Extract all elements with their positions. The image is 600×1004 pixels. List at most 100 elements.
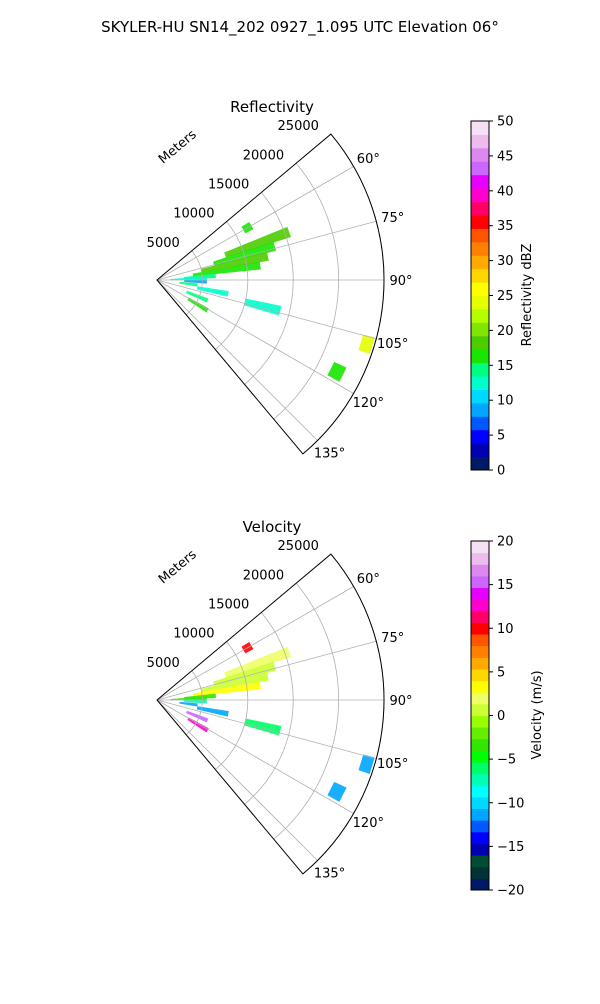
- colorbar-tick-label: 20: [497, 535, 514, 550]
- colorbar-swatch: [471, 796, 489, 810]
- colorbar-tick-label: 30: [497, 254, 514, 269]
- colorbar-tick-label: 50: [497, 115, 514, 130]
- colorbar-swatch: [471, 268, 489, 283]
- colorbar-swatch: [471, 389, 489, 404]
- radial-tick-label: 15000: [208, 177, 249, 192]
- angle-tick-label: 60°: [357, 152, 380, 167]
- colorbar-tick-label: 0: [497, 709, 505, 724]
- colorbar-swatch: [471, 610, 489, 623]
- angle-tick-label: 105°: [377, 337, 408, 352]
- reflectivity-colorbar: 0 5 10 15 20 25 30 35 40 45 50 Reflectivity dBZ: [470, 115, 535, 479]
- colorbar-swatch: [471, 692, 489, 705]
- echo-region: [184, 279, 207, 284]
- colorbar-swatch: [471, 645, 489, 658]
- colorbar-tick-label: 15: [497, 578, 514, 593]
- echo-region: [244, 718, 282, 736]
- angle-tick-label: 90°: [390, 274, 413, 289]
- colorbar-swatch: [471, 808, 489, 821]
- colorbar-swatch: [471, 416, 489, 431]
- colorbar-swatch: [471, 715, 489, 728]
- reflectivity-title: Reflectivity: [230, 98, 314, 116]
- angle-tick-label: 90°: [390, 694, 413, 709]
- colorbar-swatch: [471, 241, 489, 256]
- velocity-colorbar-ticks: −20 −15 −10 −5 0 5 10 15 20: [489, 535, 524, 899]
- azimuth-line: [156, 699, 354, 814]
- colorbar-swatch: [471, 443, 489, 458]
- colorbar-swatch: [471, 282, 489, 296]
- velocity-radial-ticks: 5000 10000 15000 20000 25000: [147, 539, 319, 671]
- velocity-colorbar: −20 −15 −10 −5 0 5 10 15 20 Velocity (m/s): [470, 535, 545, 899]
- echo-region: [196, 706, 229, 717]
- colorbar-swatch: [471, 255, 489, 270]
- colorbar-swatch: [471, 843, 489, 856]
- radial-tick-label: 5000: [147, 656, 180, 671]
- velocity-echoes: [170, 641, 375, 802]
- colorbar-swatch: [471, 349, 489, 364]
- colorbar-tick-label: 45: [497, 149, 514, 164]
- colorbar-swatch: [471, 308, 489, 323]
- echo-region: [201, 252, 269, 273]
- radial-tick-label: 10000: [173, 207, 214, 222]
- colorbar-swatch: [471, 750, 489, 763]
- colorbar-swatch: [471, 429, 489, 444]
- azimuth-line: [156, 279, 377, 340]
- colorbar-swatch: [471, 161, 489, 176]
- colorbar-swatch: [471, 773, 489, 786]
- colorbar-tick-label: −5: [497, 753, 516, 768]
- radial-tick-label: 10000: [173, 627, 214, 642]
- velocity-colorbar-label: Velocity (m/s): [530, 670, 545, 759]
- range-ring: [215, 641, 249, 770]
- radial-tick-label: 25000: [278, 539, 319, 554]
- velocity-colorbar-swatches: [471, 541, 489, 891]
- angle-tick-label: 120°: [353, 816, 384, 831]
- colorbar-tick-label: 25: [497, 289, 514, 304]
- colorbar-swatch: [471, 121, 489, 135]
- colorbar-tick-label: 10: [497, 394, 514, 409]
- colorbar-swatch: [471, 174, 489, 189]
- colorbar-swatch: [471, 680, 489, 693]
- azimuth-line: [156, 279, 354, 394]
- angle-tick-label: 75°: [381, 211, 404, 226]
- colorbar-swatch: [471, 134, 489, 149]
- echo-region: [179, 701, 198, 707]
- colorbar-swatch: [471, 541, 489, 554]
- colorbar-tick-label: −10: [497, 796, 524, 811]
- colorbar-tick-label: 35: [497, 219, 514, 234]
- angle-tick-label: 75°: [381, 631, 404, 646]
- colorbar-swatch: [471, 295, 489, 310]
- colorbar-tick-label: −20: [497, 884, 524, 899]
- reflectivity-radial-ticks: 5000 10000 15000 20000 25000: [147, 119, 319, 251]
- velocity-grid: [156, 553, 385, 875]
- reflectivity-panel: Reflectivity 5000 10000 15000 20000 25000 60…: [147, 98, 413, 462]
- colorbar-swatch: [471, 456, 489, 471]
- colorbar-swatch: [471, 785, 489, 798]
- range-ring: [215, 221, 249, 350]
- colorbar-swatch: [471, 738, 489, 751]
- colorbar-swatch: [471, 657, 489, 670]
- echo-region: [224, 226, 292, 258]
- echo-region: [185, 290, 209, 303]
- colorbar-swatch: [471, 703, 489, 716]
- echo-region: [184, 699, 207, 704]
- angle-tick-label: 105°: [377, 757, 408, 772]
- azimuth-line: [156, 699, 377, 760]
- colorbar-swatch: [471, 820, 489, 833]
- echo-region: [192, 261, 261, 277]
- azimuth-line: [156, 279, 318, 441]
- colorbar-swatch: [471, 322, 489, 337]
- azimuth-line: [156, 586, 354, 701]
- reflectivity-colorbar-ticks: 0 5 10 15 20 25 30 35 40 45 50: [489, 115, 514, 479]
- angle-tick-label: 135°: [314, 867, 345, 882]
- colorbar-tick-label: 20: [497, 324, 514, 339]
- reflectivity-colorbar-label: Reflectivity dBZ: [520, 244, 535, 347]
- echo-region: [327, 361, 347, 382]
- echo-region: [358, 334, 375, 355]
- echo-region: [201, 672, 269, 693]
- echo-region: [196, 286, 229, 297]
- sector-outline: [156, 553, 385, 875]
- colorbar-swatch: [471, 362, 489, 377]
- radial-tick-label: 20000: [243, 568, 284, 583]
- colorbar-swatch: [471, 668, 489, 682]
- angle-tick-label: 60°: [357, 572, 380, 587]
- echo-region: [244, 298, 282, 316]
